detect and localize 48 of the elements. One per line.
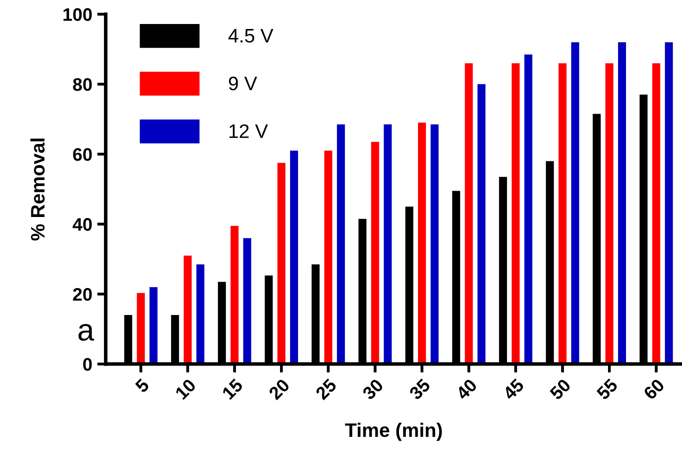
y-axis-title: % Removal [30,138,45,241]
bar [184,256,192,364]
bar [290,150,298,364]
bar [664,42,673,364]
y-tick-label: 20 [73,288,92,301]
legend-label: 12 V [229,124,268,138]
x-tick-label: 60 [642,378,666,400]
bar [384,124,392,364]
legend-label: 9 V [228,76,258,90]
bar [558,63,567,364]
x-tick-label: 40 [455,378,478,401]
x-tick-label: 45 [502,378,525,401]
y-tick-label: 80 [73,78,92,91]
x-tick-label: 20 [268,378,290,400]
bar [136,293,145,364]
bar [243,238,252,364]
bar [605,63,614,364]
bar [371,142,380,364]
legend-label: 4.5 V [228,29,274,43]
bar [418,122,426,364]
y-tick-label: 60 [73,148,92,161]
bar [196,264,204,364]
bar [571,42,580,364]
bar [512,63,520,364]
bar [524,54,532,364]
bar [652,63,660,364]
y-tick-label: 100 [64,8,92,21]
y-tick-label: 40 [72,218,92,231]
x-tick-label: 55 [596,378,618,400]
bar [336,124,345,364]
bar [618,42,626,364]
x-axis-title: Time (min) [345,422,442,441]
bar [230,226,239,364]
x-tick-label: 15 [222,378,244,400]
x-tick-label: 50 [549,378,572,400]
x-tick-label: 5 [134,378,150,394]
x-tick-label: 30 [362,378,384,401]
bar [150,287,158,364]
x-tick-label: 10 [174,378,197,400]
text: a [78,324,94,341]
bar [430,124,439,364]
bar [477,84,486,364]
y-tick-label: 0 [83,358,92,371]
bar [277,162,286,364]
bar [324,150,332,364]
x-tick-label: 25 [314,378,338,400]
x-tick-label: 35 [408,378,432,401]
bar [464,63,473,364]
